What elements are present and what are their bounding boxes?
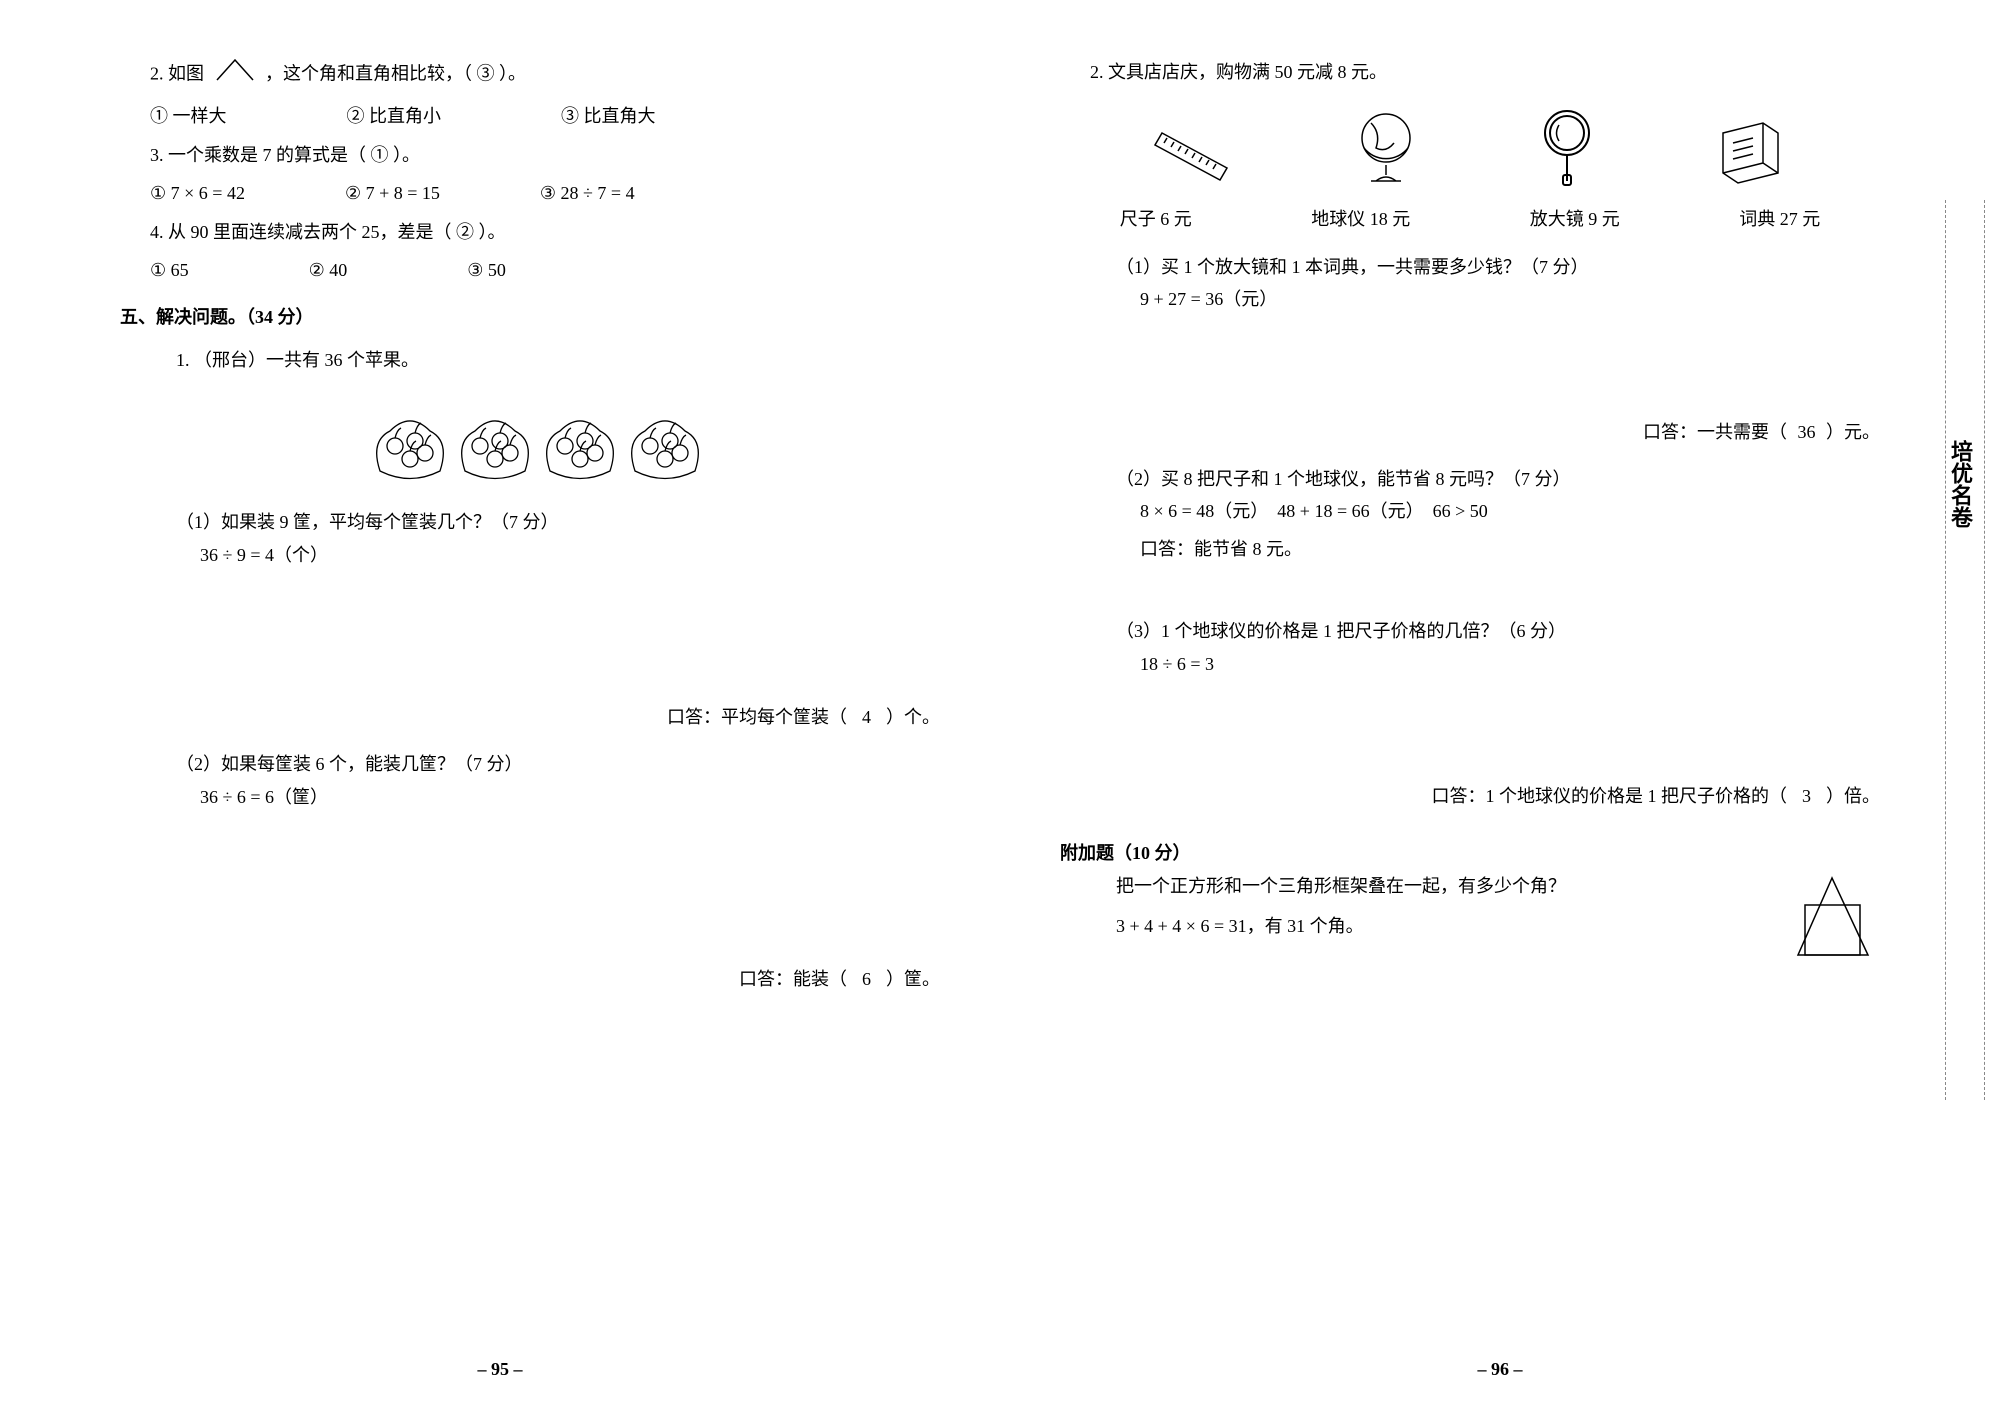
q4-choices: ① 65 ② 40 ③ 50 — [150, 254, 940, 286]
q4-end: ）。 — [479, 222, 506, 242]
magnifier-item — [1529, 103, 1604, 188]
products-row — [1100, 103, 1840, 188]
ruler-item — [1152, 118, 1242, 188]
s5-q1-p1-text: （1）如果装 9 筐，平均每个筐装几个？（7 分） — [176, 506, 940, 538]
page-num-left: – 95 – — [0, 1353, 1000, 1385]
ans-val-2: 6 — [852, 963, 882, 995]
ans-suffix-2: ）筐。 — [886, 969, 940, 989]
q4-choice-2: ② 40 — [309, 254, 348, 286]
s5-q1-p1-work: 36 ÷ 9 = 4（个） — [200, 539, 940, 571]
s5-q1-p2-work: 36 ÷ 6 = 6（筐） — [200, 781, 940, 813]
r-ans1-prefix: 口答：一共需要（ — [1643, 422, 1787, 442]
ruler-label: 尺子 6 元 — [1120, 203, 1192, 235]
q4-choice-3: ③ 50 — [467, 254, 506, 286]
q4-line: 4. 从 90 里面连续减去两个 25，差是（ ② ）。 — [150, 216, 940, 248]
q2-text-a: 2. 如图 — [150, 63, 204, 83]
q2-choices: ① 一样大 ② 比直角小 ③ 比直角大 — [150, 100, 940, 132]
q3-answer: ① — [371, 145, 389, 165]
r-ans3-suffix: ）倍。 — [1826, 786, 1880, 806]
s5-q1-p2-answer: 口答：能装（ 6 ）筐。 — [120, 963, 940, 995]
r-p3-text: （3）1 个地球仪的价格是 1 把尺子价格的几倍？（6 分） — [1116, 615, 1880, 647]
r-p1-text: （1）买 1 个放大镜和 1 本词典，一共需要多少钱？（7 分） — [1116, 251, 1880, 283]
angle-icon — [213, 56, 257, 94]
ans-val: 4 — [852, 701, 882, 733]
magnifier-label: 放大镜 9 元 — [1530, 203, 1620, 235]
page-right: 2. 文具店店庆，购物满 50 元减 8 元。 — [1000, 0, 2000, 1415]
products-labels: 尺子 6 元 地球仪 18 元 放大镜 9 元 词典 27 元 — [1060, 203, 1880, 235]
globe-icon — [1346, 103, 1426, 188]
q2-choice-3: ③ 比直角大 — [561, 100, 656, 132]
side-brand-label: 培优名卷 — [1940, 440, 1980, 528]
r-ans1-suffix: ）元。 — [1826, 422, 1880, 442]
q2-answer: ③ — [477, 63, 495, 83]
q2-text-c: ）。 — [499, 63, 526, 83]
r-ans1-val: 36 — [1792, 416, 1822, 448]
r-ans3-prefix: 口答：1 个地球仪的价格是 1 把尺子价格的（ — [1432, 786, 1788, 806]
globe-label: 地球仪 18 元 — [1311, 203, 1410, 235]
r-p3-work: 18 ÷ 6 = 3 — [1140, 648, 1880, 680]
q4-choice-1: ① 65 — [150, 254, 189, 286]
r-ans3-val: 3 — [1792, 780, 1822, 812]
bonus-text: 把一个正方形和一个三角形框架叠在一起，有多少个角？ — [1116, 870, 1880, 902]
q2-line: 2. 如图 ，这个角和直角相比较，（ ③ ）。 — [150, 56, 940, 94]
bonus-heading: 附加题（10 分） — [1060, 837, 1880, 869]
r-q2-stem: 2. 文具店店庆，购物满 50 元减 8 元。 — [1090, 56, 1880, 88]
r-p2-work: 8 × 6 = 48（元） 48 + 18 = 66（元） 66 > 50 — [1140, 495, 1880, 527]
s5-q1-p2-text: （2）如果每筐装 6 个，能装几筐？（7 分） — [176, 748, 940, 780]
r-p2-text: （2）买 8 把尺子和 1 个地球仪，能节省 8 元吗？（7 分） — [1116, 463, 1880, 495]
dictionary-label: 词典 27 元 — [1739, 203, 1820, 235]
r-p2-answer: 口答：能节省 8 元。 — [1140, 533, 1880, 565]
r-p1-work: 9 + 27 = 36（元） — [1140, 283, 1880, 315]
ruler-icon — [1152, 118, 1242, 188]
dictionary-icon — [1708, 113, 1788, 188]
square-triangle-icon — [1790, 870, 1880, 960]
apples-illustration — [360, 391, 700, 491]
dictionary-item — [1708, 113, 1788, 188]
q2-choice-2: ② 比直角小 — [347, 100, 442, 132]
r-p3-answer: 口答：1 个地球仪的价格是 1 把尺子价格的（ 3 ）倍。 — [1060, 780, 1880, 812]
q3-choices: ① 7 × 6 = 42 ② 7 + 8 = 15 ③ 28 ÷ 7 = 4 — [150, 177, 940, 209]
ans-suffix: ）个。 — [886, 707, 940, 727]
bonus-work: 3 + 4 + 4 × 6 = 31，有 31 个角。 — [1116, 910, 1880, 942]
ans-prefix-2: 口答：能装（ — [739, 969, 847, 989]
globe-item — [1346, 103, 1426, 188]
ans-prefix: 口答：平均每个筐装（ — [667, 707, 847, 727]
page-left: 2. 如图 ，这个角和直角相比较，（ ③ ）。 ① 一样大 ② 比直角小 ③ 比… — [0, 0, 1000, 1415]
q3-text: 3. 一个乘数是 7 的算式是（ — [150, 145, 366, 165]
bonus-row: 把一个正方形和一个三角形框架叠在一起，有多少个角？ 3 + 4 + 4 × 6 … — [1116, 870, 1880, 943]
r-p1-answer: 口答：一共需要（ 36 ）元。 — [1060, 416, 1880, 448]
s5-q1-stem: 1. （邢台）一共有 36 个苹果。 — [176, 344, 940, 376]
q3-choice-3: ③ 28 ÷ 7 = 4 — [540, 177, 635, 209]
q2-text-b: ，这个角和直角相比较，（ — [265, 63, 472, 83]
q3-line: 3. 一个乘数是 7 的算式是（ ① ）。 — [150, 139, 940, 171]
page-num-right: – 96 – — [1000, 1353, 2000, 1385]
q4-text: 4. 从 90 里面连续减去两个 25，差是（ — [150, 222, 452, 242]
q4-answer: ② — [456, 222, 474, 242]
cut-line — [1945, 200, 1985, 1100]
q3-end: ）。 — [393, 145, 420, 165]
section5-heading: 五、解决问题。（34 分） — [120, 301, 940, 333]
magnifier-icon — [1529, 103, 1604, 188]
q3-choice-2: ② 7 + 8 = 15 — [345, 177, 440, 209]
q3-choice-1: ① 7 × 6 = 42 — [150, 177, 245, 209]
q2-choice-1: ① 一样大 — [150, 100, 227, 132]
s5-q1-p1-answer: 口答：平均每个筐装（ 4 ）个。 — [120, 701, 940, 733]
